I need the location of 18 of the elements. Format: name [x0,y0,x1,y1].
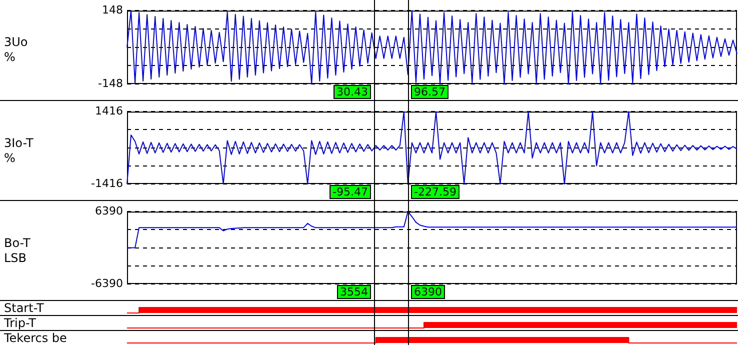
y-axis-title: Trip-T [3,316,38,330]
text: 6390 [414,285,442,298]
text: -95.47 [332,185,368,198]
y-tick-label: 148 [102,3,123,16]
y-axis-title: Start-T [3,300,45,315]
y-tick-label: 6390 [95,204,123,218]
y-axis-title: Bo-T LSB [4,236,30,264]
y-tick-label: -148 [98,76,123,90]
y-tick-label: 1416 [95,104,123,118]
text: 96.57 [414,85,446,98]
y-tick-label: -1416 [91,176,123,190]
y-axis-title: Tekercs be [3,330,68,345]
y-axis-title: 3Uo % [4,35,28,64]
y-axis-title: 3Io-T % [4,136,34,164]
y-tick-label: -6390 [91,276,123,290]
text: 30.43 [336,85,368,98]
text: -227.59 [414,185,456,198]
text: 3554 [340,285,368,298]
